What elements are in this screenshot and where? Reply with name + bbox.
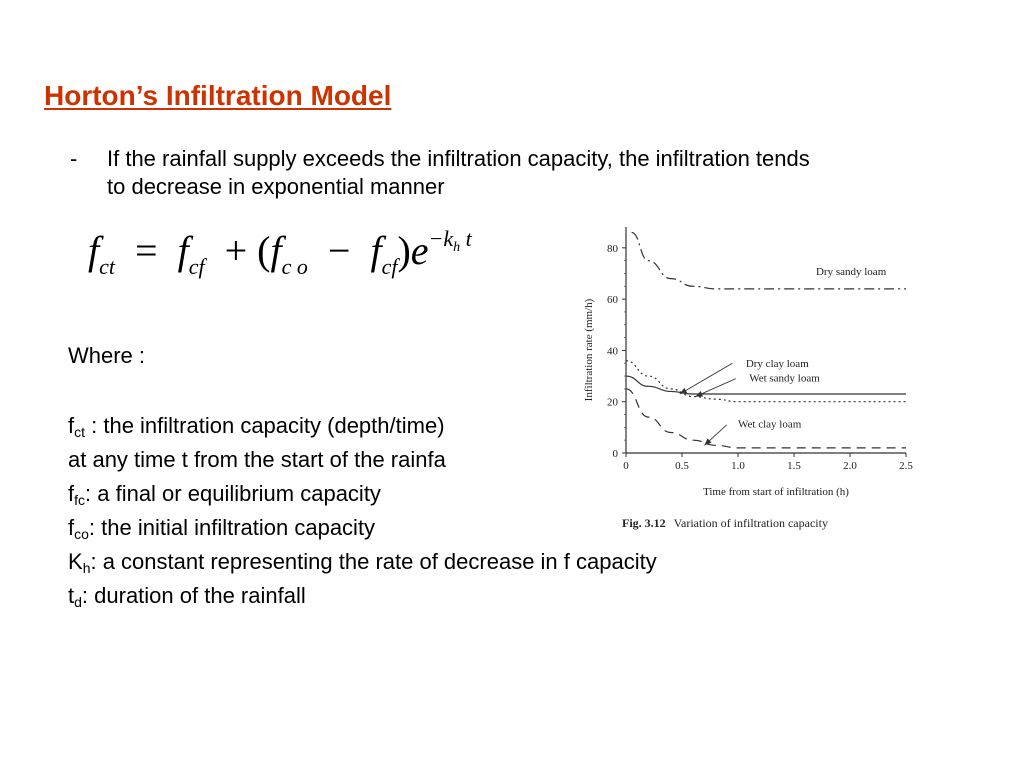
y-tick-label-60: 60 — [607, 294, 619, 306]
def-fct-text: : the infiltration capacity (depth/time) — [85, 413, 445, 438]
bullet-marker: - — [70, 146, 78, 171]
bullet-point: - If the rainfall supply exceeds the inf… — [70, 145, 830, 201]
x-tick-label-1: 0.5 — [675, 460, 689, 472]
y-tick-label-40: 40 — [607, 345, 619, 357]
series-line-dry-clay-loam — [626, 360, 906, 403]
x-tick-label-4: 2.0 — [843, 460, 857, 472]
eq-exponent: −kh t — [428, 226, 472, 255]
def-fct: fct : the infiltration capacity (depth/t… — [68, 412, 445, 446]
figure-caption-text: Variation of infiltration capacity — [673, 516, 828, 530]
eq-term1-var: f — [177, 228, 189, 273]
eq-exp-base: e — [410, 228, 429, 273]
infiltration-figure: 0 20 40 60 80 0 0.5 1.0 1.5 2.0 2.5 Time from start… — [548, 205, 938, 545]
where-label: Where : — [68, 343, 146, 368]
x-axis-label: Time from start of infiltration (h) — [703, 486, 849, 498]
eq-exp-k-sub: h — [453, 240, 461, 255]
eq-term2-var: f — [270, 228, 282, 273]
leader-line-wet-sandy-loam — [695, 378, 736, 397]
y-tick-label-0: 0 — [613, 448, 619, 460]
def-kh-sym: K — [68, 549, 83, 574]
y-axis-label: Infiltration rate (mm/h) — [583, 298, 595, 401]
x-tick-label-3: 1.5 — [787, 460, 801, 472]
def-fco-sym: f — [68, 515, 75, 540]
leader-arrow-wet-clay-loam — [704, 438, 712, 446]
def-kh-text: : a constant representing the rate of de… — [90, 549, 657, 574]
series-label-dry-sandy-loam: Dry sandy loam — [816, 266, 887, 278]
def-ffc-sub: fc — [74, 492, 86, 508]
leader-arrow-dry-clay-loam — [679, 387, 688, 395]
def-fct-continued: at any time t from the start of the rain… — [68, 447, 446, 472]
eq-exp-sign: − — [428, 226, 444, 251]
figure-caption-number: Fig. 3.12 — [622, 516, 666, 530]
def-ffc: ffc: a final or equilibrium capacity — [68, 480, 381, 514]
def-ffc-sym: f — [68, 481, 75, 506]
series-line-wet-sandy-loam — [626, 375, 906, 395]
def-fco-sub: co — [74, 526, 89, 542]
eq-close-paren: ) — [397, 228, 411, 273]
eq-term2-sub: c o — [281, 254, 308, 279]
eq-open-paren: ( — [257, 228, 271, 273]
horton-equation: fct = fcf + (fc o − fcf)e−kh t — [88, 226, 538, 296]
eq-lhs-var: f — [88, 228, 100, 273]
y-tick-label-20: 20 — [607, 397, 619, 409]
eq-term3-var: f — [370, 228, 382, 273]
def-ffc-text: : a final or equilibrium capacity — [85, 481, 381, 506]
leader-arrow-wet-sandy-loam — [695, 390, 704, 397]
def-kh-sub: h — [82, 560, 91, 576]
eq-exp-k: k — [443, 226, 454, 251]
def-td: td: duration of the rainfall — [68, 582, 306, 616]
x-tick-label-2: 1.0 — [731, 460, 745, 472]
infiltration-chart: 0 20 40 60 80 0 0.5 1.0 1.5 2.0 2.5 Time from start… — [583, 227, 913, 498]
eq-term1-sub: cf — [188, 254, 205, 279]
eq-term3-sub: cf — [381, 254, 398, 279]
eq-exp-t: t — [460, 226, 472, 251]
series-label-wet-clay-loam: Wet clay loam — [738, 419, 802, 431]
bullet-text: If the rainfall supply exceeds the infil… — [107, 146, 810, 199]
series-label-dry-clay-loam: Dry clay loam — [746, 358, 809, 370]
eq-equals: = — [135, 228, 158, 273]
def-td-text: : duration of the rainfall — [81, 583, 306, 608]
def-fco-text: : the initial infiltration capacity — [88, 515, 376, 540]
def-kh: Kh: a constant representing the rate of … — [68, 548, 657, 582]
series-line-wet-clay-loam — [626, 388, 906, 449]
figure-caption: Fig. 3.12 Variation of infiltration capac… — [622, 516, 828, 531]
x-tick-label-5: 2.5 — [899, 460, 913, 472]
slide-title: Horton’s Infiltration Model — [44, 80, 392, 111]
def-fct-sym: f — [68, 413, 75, 438]
eq-plus: + — [224, 228, 248, 273]
leader-line-dry-clay-loam — [679, 362, 733, 395]
eq-minus: − — [327, 228, 351, 273]
def-fct-sub: ct — [74, 424, 86, 440]
def-td-sym: t — [68, 583, 75, 608]
x-tick-label-0: 0 — [623, 460, 629, 472]
series-label-wet-sandy-loam: Wet sandy loam — [749, 372, 820, 384]
eq-lhs-sub: ct — [99, 254, 116, 279]
series-line-dry-sandy-loam — [631, 231, 906, 290]
def-fco: fco: the initial infiltration capacity — [68, 514, 375, 548]
def-td-sub: d — [74, 594, 82, 610]
y-tick-label-80: 80 — [607, 243, 619, 255]
